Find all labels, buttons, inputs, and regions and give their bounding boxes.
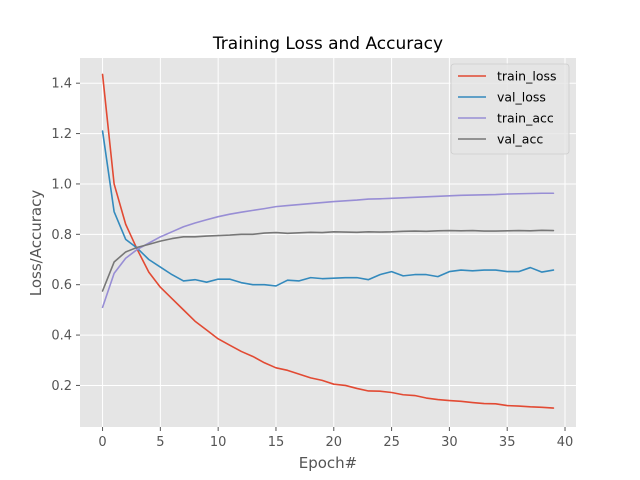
y-tick-label: 0.2 xyxy=(51,379,72,394)
series-line-train-acc xyxy=(101,192,555,309)
x-tick-label: 20 xyxy=(326,435,343,450)
x-axis-label: Epoch# xyxy=(299,454,358,472)
x-tick-label: 25 xyxy=(383,435,400,450)
series-line-train-loss xyxy=(101,73,555,409)
x-tick-label: 40 xyxy=(557,435,574,450)
series-line-val-acc xyxy=(101,229,555,292)
legend-label-train-loss: train_loss xyxy=(497,69,557,84)
x-tick-label: 35 xyxy=(499,435,516,450)
y-tick-label: 1.0 xyxy=(51,177,72,192)
x-tick-label: 10 xyxy=(210,435,227,450)
series-line-val-loss xyxy=(101,130,555,287)
x-tick-label: 15 xyxy=(268,435,285,450)
legend: train_loss val_loss train_acc val_acc xyxy=(450,63,570,155)
y-tick-label: 0.8 xyxy=(51,228,72,243)
y-axis-label: Loss/Accuracy xyxy=(27,190,45,297)
legend-box xyxy=(450,63,570,155)
y-tick-label: 1.4 xyxy=(51,77,72,92)
chart-title: Training Loss and Accuracy xyxy=(212,34,443,54)
y-tick-label: 0.6 xyxy=(51,278,72,293)
legend-label-val-acc: val_acc xyxy=(497,132,543,147)
x-tick-label: 30 xyxy=(441,435,458,450)
y-tick-label: 1.2 xyxy=(51,127,72,142)
y-tick-label: 0.4 xyxy=(51,329,72,344)
legend-label-train-acc: train_acc xyxy=(497,111,554,126)
legend-label-val-loss: val_loss xyxy=(497,90,546,105)
x-tick-label: 5 xyxy=(156,435,164,450)
axis-ticks: 0 5 10 15 20 25 30 35 40 0.2 0.4 0.6 0.8 1.0 1.2 1.4 xyxy=(51,77,573,450)
x-tick-label: 0 xyxy=(98,435,106,450)
series-lines xyxy=(101,73,555,409)
